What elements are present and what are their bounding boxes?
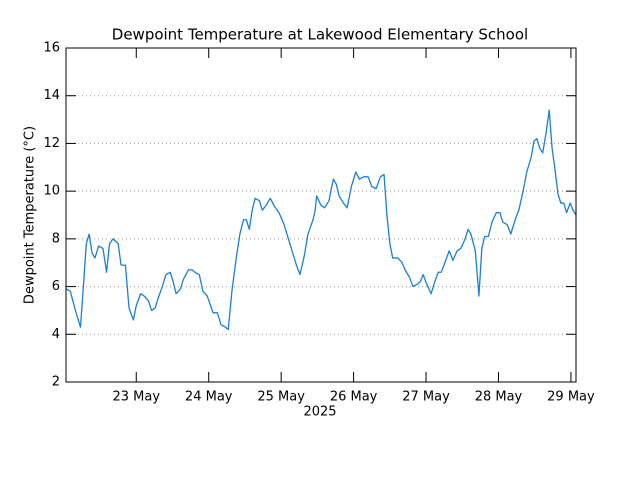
- y-tick-label: 10: [43, 184, 60, 199]
- y-axis-label: Dewpoint Temperature (°C): [23, 126, 38, 304]
- chart-title: Dewpoint Temperature at Lakewood Element…: [112, 26, 528, 44]
- y-tick-label: 14: [43, 88, 60, 103]
- x-tick-label: 24 May: [185, 390, 233, 405]
- data-line: [65, 109, 577, 331]
- x-tick-label: 28 May: [475, 390, 523, 405]
- x-tick-label: 23 May: [112, 390, 160, 405]
- y-tick-label: 2: [52, 375, 60, 390]
- y-tick-label: 8: [52, 231, 60, 246]
- x-tick-label: 25 May: [257, 390, 305, 405]
- y-tick-label: 16: [43, 41, 60, 56]
- x-tick-label: 26 May: [330, 390, 378, 405]
- x-tick-label: 29 May: [547, 390, 595, 405]
- plot-frame: [65, 47, 577, 383]
- x-tick-label: 27 May: [402, 390, 450, 405]
- y-tick-label: 6: [52, 279, 60, 294]
- y-tick-label: 4: [52, 327, 60, 342]
- x-axis-label: 2025: [303, 405, 336, 420]
- y-tick-label: 12: [43, 136, 60, 151]
